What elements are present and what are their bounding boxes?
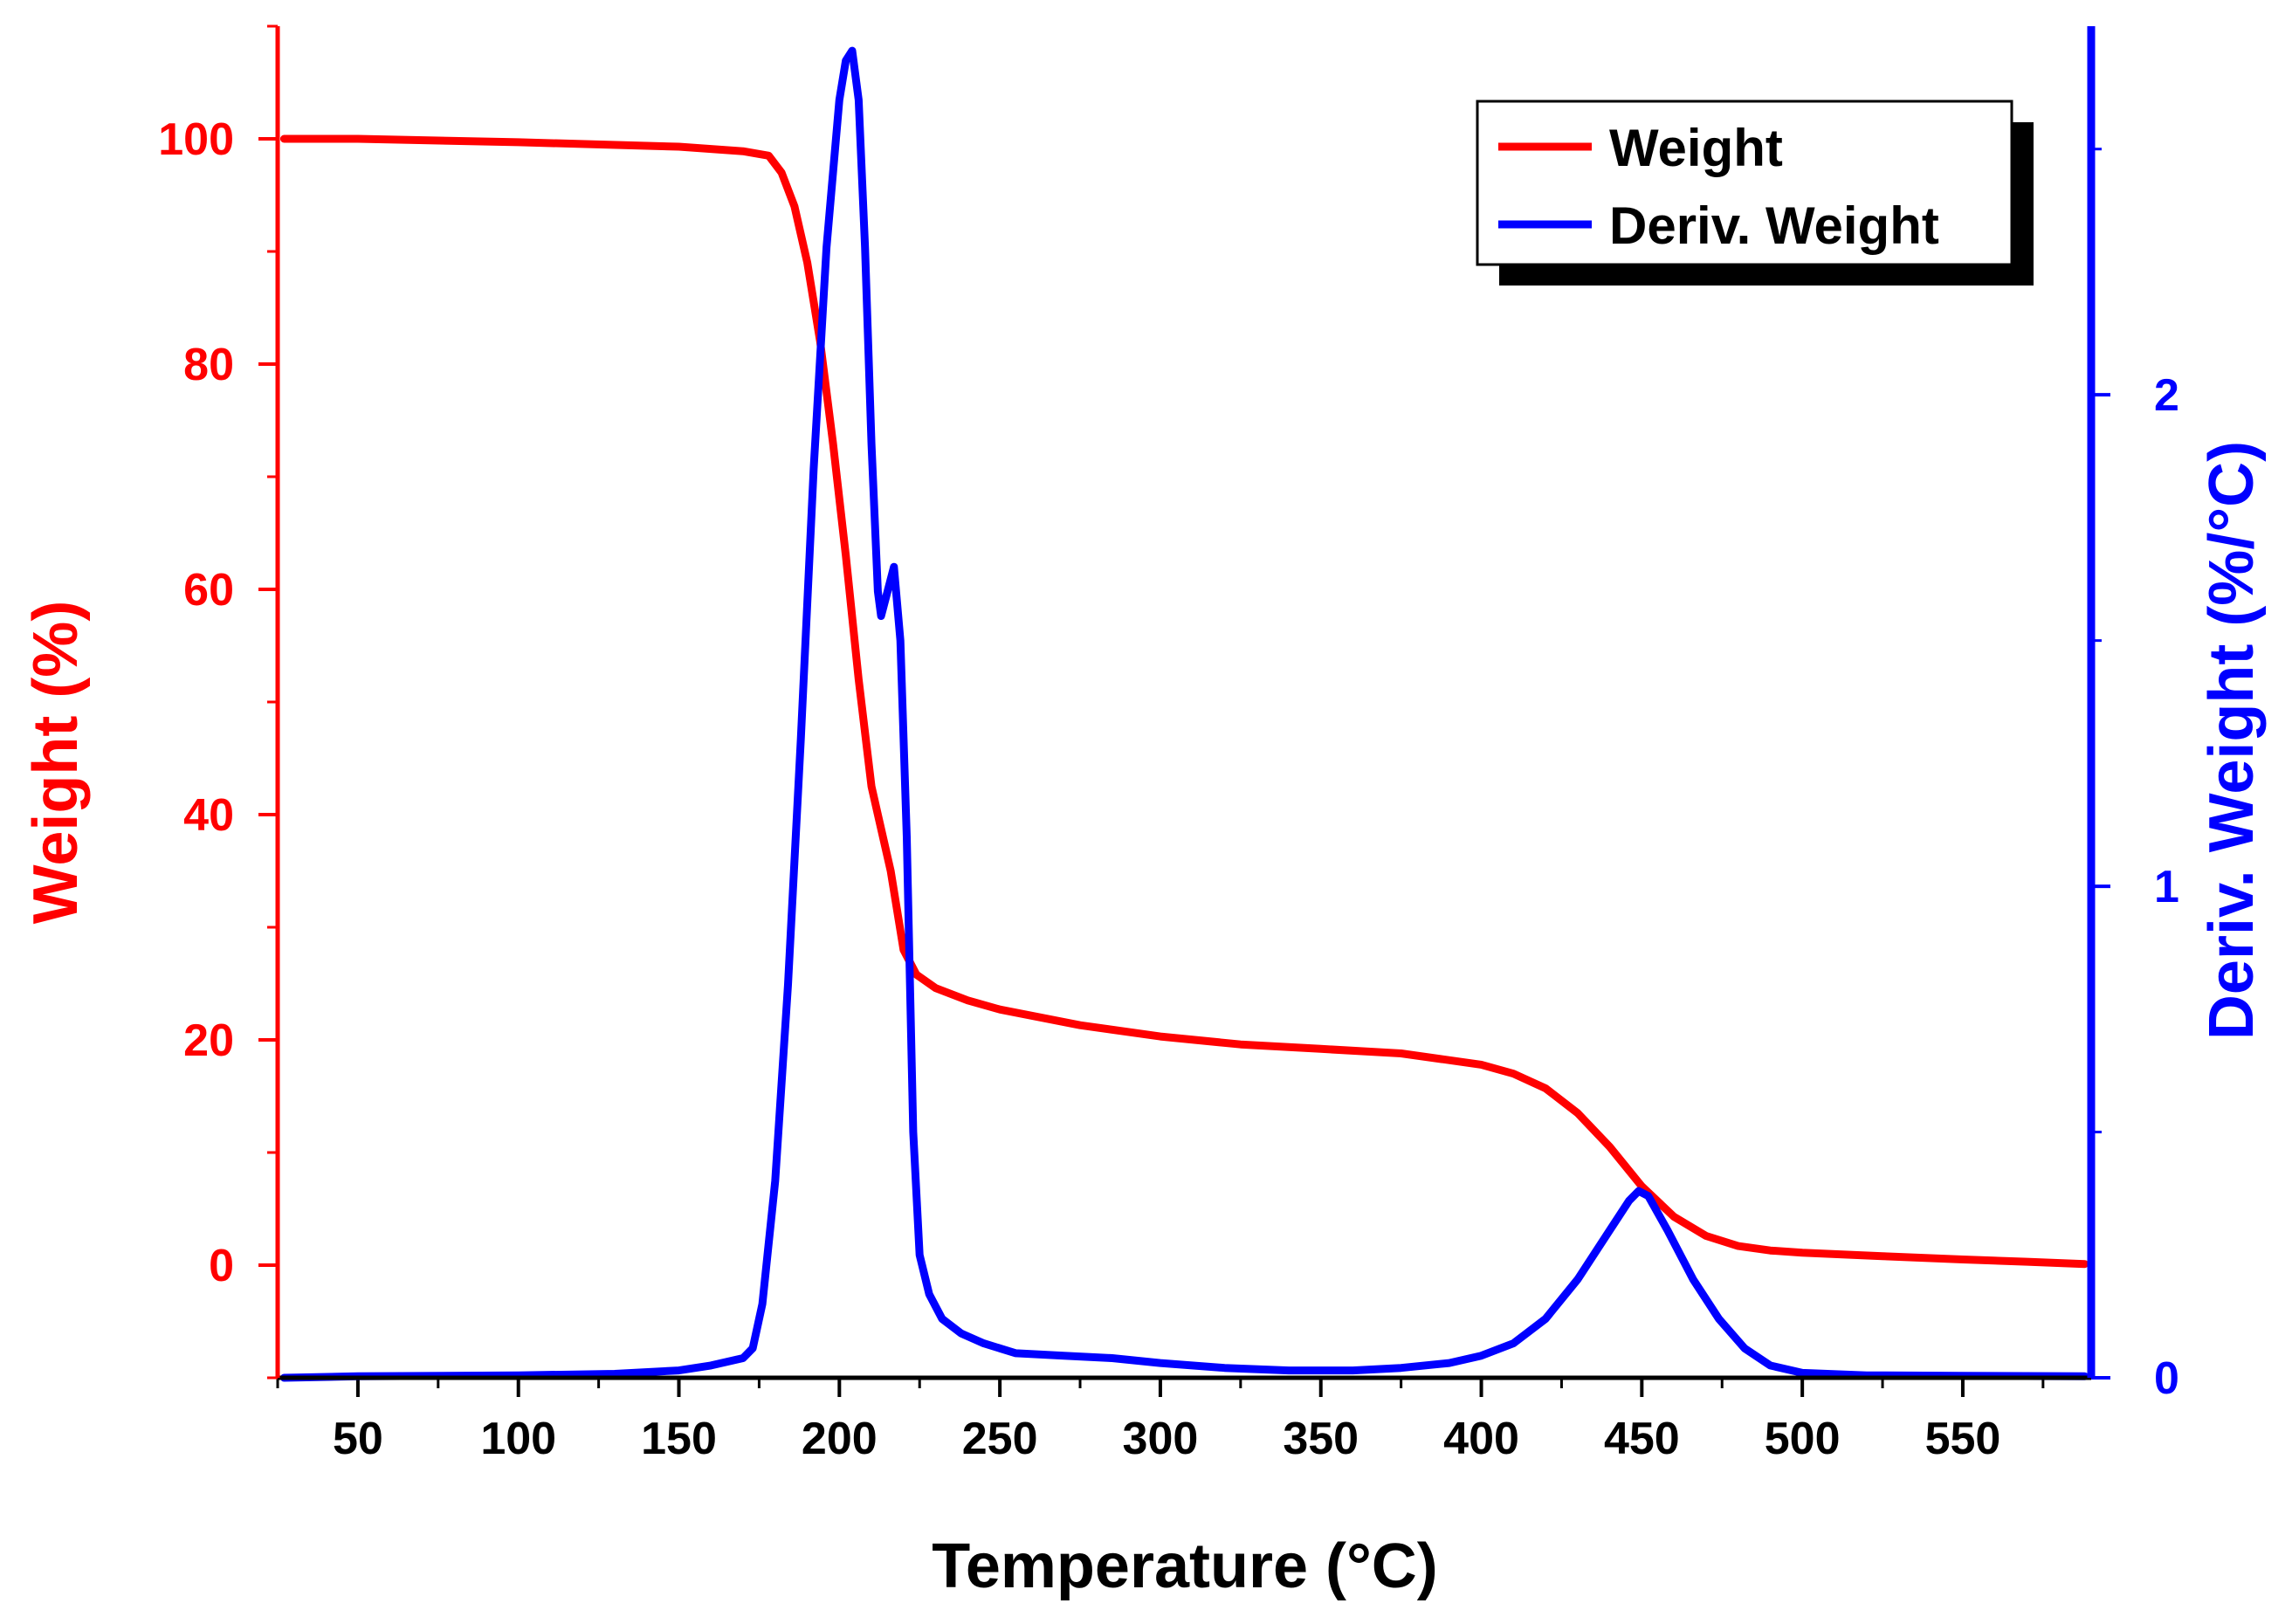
x-tick-label: 200	[802, 1414, 878, 1464]
y-axis-left-title: Weight (%)	[21, 601, 91, 925]
y-right-tick-label: 2	[2154, 370, 2179, 421]
deriv-weight-series-line	[279, 46, 2089, 1382]
legend-deriv-label: Deriv. Weight	[1609, 196, 1939, 255]
legend-box	[1476, 100, 2013, 266]
y-axis-right-title: Deriv. Weight (%/°C)	[2197, 441, 2267, 1040]
y-right-tick-label: 0	[2154, 1353, 2179, 1404]
lines-layer	[279, 46, 2089, 1382]
x-tick-label: 400	[1443, 1414, 1519, 1464]
y-left-tick-label: 40	[183, 790, 234, 841]
x-tick-label: 50	[333, 1414, 383, 1464]
x-tick-label: 150	[641, 1414, 717, 1464]
y-left-tick-label: 60	[183, 565, 234, 616]
y-left-tick-label: 100	[158, 114, 234, 165]
x-tick-label: 350	[1283, 1414, 1359, 1464]
x-axis-title: Temperature (°C)	[932, 1531, 1438, 1601]
axes-layer	[275, 26, 2096, 1380]
x-tick-label: 550	[1925, 1414, 2001, 1464]
legend-weight-label: Weight	[1609, 119, 1783, 177]
x-tick-label: 250	[962, 1414, 1038, 1464]
x-tick-label: 450	[1604, 1414, 1680, 1464]
x-tick-label: 300	[1123, 1414, 1199, 1464]
legend: Weight Deriv. Weight	[1476, 100, 2034, 286]
weight-series-line	[279, 134, 2089, 1269]
y-left-tick-label: 0	[209, 1241, 234, 1291]
y-right-tick-label: 1	[2154, 862, 2179, 912]
x-tick-label: 100	[480, 1414, 556, 1464]
y-left-tick-label: 20	[183, 1015, 234, 1066]
ticks-layer: 50 100 150 200 250 300 350 400 450 500 55002040608…	[158, 24, 2179, 1464]
x-tick-label: 500	[1765, 1414, 1841, 1464]
y-left-tick-label: 80	[183, 340, 234, 390]
